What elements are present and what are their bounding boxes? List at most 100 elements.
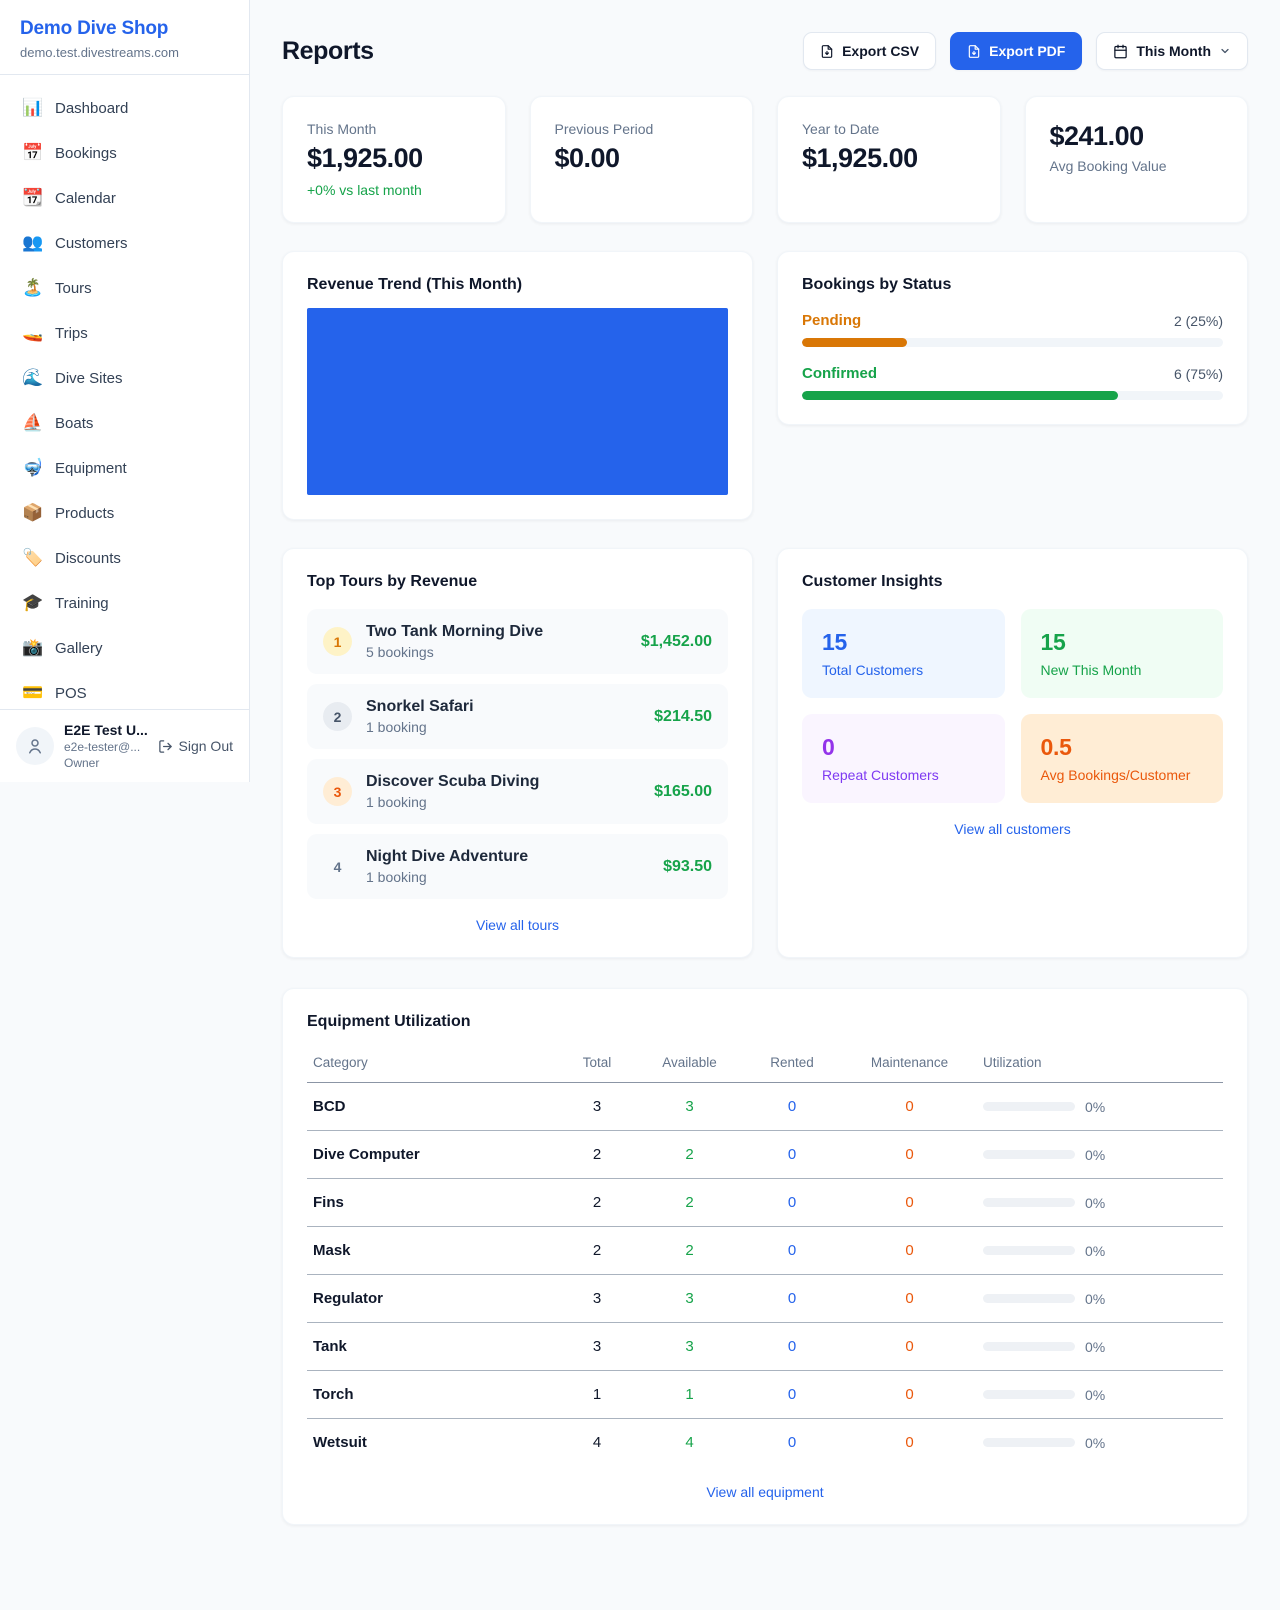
- sidebar-item-discounts[interactable]: 🏷️ Discounts: [8, 539, 241, 577]
- sidebar-item-pos[interactable]: 💳 POS: [8, 674, 241, 709]
- equipment-total: 3: [557, 1082, 637, 1131]
- user-name: E2E Test U...: [64, 722, 148, 738]
- export-csv-button[interactable]: Export CSV: [803, 32, 937, 70]
- sidebar-item-customers[interactable]: 👥 Customers: [8, 224, 241, 262]
- camera-icon: 📸: [22, 638, 44, 658]
- tour-row[interactable]: 2 Snorkel Safari 1 booking $214.50: [307, 684, 728, 749]
- tour-row[interactable]: 1 Two Tank Morning Dive 5 bookings $1,45…: [307, 609, 728, 674]
- status-progress-track: [802, 338, 1223, 347]
- person-icon: [29, 739, 41, 754]
- tour-bookings: 1 booking: [366, 869, 427, 885]
- sidebar-item-training[interactable]: 🎓 Training: [8, 584, 241, 622]
- status-count: 6 (75%): [1173, 365, 1223, 382]
- equipment-rented: 0: [787, 1434, 797, 1451]
- tour-revenue: $165.00: [654, 782, 712, 800]
- sailboat-icon: ⛵: [22, 413, 44, 433]
- file-download-icon: [821, 44, 833, 58]
- stats-row: This Month $1,925.00 +0% vs last month P…: [282, 96, 1248, 223]
- sidebar: Demo Dive Shop demo.test.divestreams.com…: [0, 0, 250, 782]
- equipment-maintenance: 0: [842, 1178, 977, 1227]
- sign-out-button[interactable]: Sign Out: [158, 738, 233, 754]
- equipment-category: Wetsuit: [313, 1434, 367, 1451]
- tour-bookings: 1 booking: [366, 719, 427, 735]
- equipment-category: Torch: [307, 1370, 557, 1419]
- table-row: Fins 2 2 0 0 0%: [307, 1178, 1223, 1227]
- sidebar-item-label: POS: [55, 684, 87, 702]
- customer-insights-title: Customer Insights: [802, 573, 943, 590]
- equipment-maintenance: 0: [842, 1082, 977, 1131]
- equipment-available: 4: [685, 1434, 694, 1451]
- equipment-total: 1: [557, 1370, 637, 1419]
- equipment-maintenance: 0: [842, 1322, 977, 1371]
- sidebar-item-products[interactable]: 📦 Products: [8, 494, 241, 532]
- equipment-total: 2: [557, 1226, 637, 1275]
- view-all-equipment-link[interactable]: View all equipment: [706, 1484, 824, 1500]
- sidebar-item-equipment[interactable]: 🤿 Equipment: [8, 449, 241, 487]
- sidebar-item-calendar[interactable]: 📆 Calendar: [8, 179, 241, 217]
- sidebar-item-label: Boats: [55, 414, 94, 432]
- equipment-rented: 0: [742, 1082, 842, 1131]
- status-label: Pending: [802, 312, 862, 329]
- bookings-calendar-icon: 📅: [22, 143, 44, 163]
- stat-card-year-to-date: Year to Date $1,925.00: [777, 96, 1001, 223]
- equipment-available: 2: [637, 1226, 742, 1275]
- sidebar-item-dive-sites[interactable]: 🌊 Dive Sites: [8, 359, 241, 397]
- sidebar-item-label: Calendar: [55, 189, 116, 207]
- stat-label: Avg Booking Value: [1049, 158, 1167, 174]
- diving-mask-icon: 🤿: [22, 458, 44, 478]
- utilization-label: 0%: [1085, 1194, 1106, 1211]
- utilization-bar: [983, 1246, 1075, 1255]
- tile-total-customers: 15 Total Customers: [802, 609, 1005, 698]
- table-row: Tank 3 3 0 0 0%: [307, 1322, 1223, 1371]
- customers-icon: 👥: [22, 233, 44, 253]
- sidebar-item-bookings[interactable]: 📅 Bookings: [8, 134, 241, 172]
- sidebar-item-label: Products: [55, 504, 115, 522]
- equipment-category: Dive Computer: [307, 1130, 557, 1179]
- equipment-available: 2: [637, 1178, 742, 1227]
- sidebar-item-trips[interactable]: 🚤 Trips: [8, 314, 241, 352]
- col-available: Available: [637, 1047, 742, 1083]
- equipment-utilization-card: Equipment Utilization Category Total Ava…: [282, 988, 1248, 1525]
- utilization-bar: [983, 1102, 1075, 1111]
- equipment-available: 2: [637, 1130, 742, 1179]
- utilization-bar: [983, 1294, 1075, 1303]
- tile-new-this-month: 15 New This Month: [1020, 609, 1223, 698]
- stat-label: This Month: [307, 121, 377, 137]
- tour-name: Discover Scuba Diving: [366, 773, 540, 790]
- equipment-maintenance: 0: [842, 1370, 977, 1419]
- stat-card-avg-booking-value: $241.00 Avg Booking Value: [1024, 96, 1248, 223]
- sidebar-item-tours[interactable]: 🏝️ Tours: [8, 269, 241, 307]
- credit-card-icon: 💳: [22, 683, 44, 703]
- export-pdf-button[interactable]: Export PDF: [950, 32, 1083, 70]
- view-all-customers-link[interactable]: View all customers: [954, 821, 1071, 837]
- view-all-tours-link[interactable]: View all tours: [475, 917, 559, 933]
- period-dropdown[interactable]: This Month: [1096, 32, 1248, 70]
- export-pdf-label: Export PDF: [989, 43, 1066, 59]
- tour-name: Night Dive Adventure: [366, 848, 529, 865]
- table-row: Dive Computer 2 2 0 0 0%: [307, 1130, 1223, 1179]
- sidebar-item-gallery[interactable]: 📸 Gallery: [8, 629, 241, 667]
- sidebar-item-label: Equipment: [55, 459, 127, 477]
- dashboard-icon: 📊: [22, 98, 44, 118]
- tour-bookings: 5 bookings: [366, 644, 434, 660]
- brand[interactable]: Demo Dive Shop demo.test.divestreams.com: [0, 0, 249, 75]
- tour-row[interactable]: 3 Discover Scuba Diving 1 booking $165.0…: [307, 759, 728, 824]
- equipment-table: Category Total Available Rented Maintena…: [307, 1047, 1223, 1466]
- tour-row[interactable]: 4 Night Dive Adventure 1 booking $93.50: [307, 834, 728, 899]
- equipment-total: 3: [557, 1322, 637, 1371]
- sign-out-label: Sign Out: [178, 738, 233, 754]
- sidebar-item-label: Discounts: [55, 549, 121, 567]
- table-row: Regulator 3 3 0 0 0%: [307, 1274, 1223, 1323]
- equipment-total: 4: [592, 1434, 602, 1451]
- sidebar-item-dashboard[interactable]: 📊 Dashboard: [8, 89, 241, 127]
- utilization-bar: [983, 1342, 1075, 1351]
- sidebar-item-boats[interactable]: ⛵ Boats: [8, 404, 241, 442]
- export-csv-label: Export CSV: [842, 43, 920, 59]
- tour-name: Two Tank Morning Dive: [366, 623, 544, 640]
- utilization-label: 0%: [1085, 1242, 1106, 1259]
- table-row: BCD 3 3 0 0 0%: [307, 1082, 1223, 1131]
- brand-domain: demo.test.divestreams.com: [20, 45, 179, 60]
- brand-name: Demo Dive Shop: [20, 18, 169, 39]
- charts-row: Revenue Trend (This Month) Bookings by S…: [282, 251, 1248, 520]
- tile-label: Total Customers: [822, 662, 924, 678]
